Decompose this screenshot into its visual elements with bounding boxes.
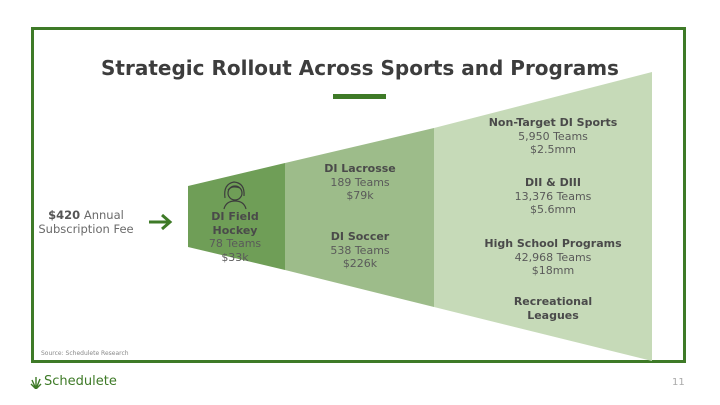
source-note: Source: Schedulete Research bbox=[41, 350, 129, 357]
segment-value: $18mm bbox=[531, 264, 575, 277]
segment-teams: 538 Teams bbox=[330, 243, 390, 257]
fee-amount: $420 bbox=[48, 208, 81, 222]
segment-high-school-programs: High School Programs 42,968 Teams $18mm bbox=[468, 237, 638, 278]
female-athlete-icon bbox=[223, 181, 247, 210]
title-underline bbox=[333, 94, 386, 99]
segment-name: DI Soccer bbox=[330, 230, 390, 243]
segment-teams: 189 Teams bbox=[330, 175, 390, 189]
segment-teams: 42,968 Teams bbox=[514, 250, 592, 264]
segment-di-field-hockey: DI Field Hockey 78 Teams $33k bbox=[188, 210, 282, 264]
funnel-segment-di-sports bbox=[285, 128, 434, 307]
segment-di-soccer: DI Soccer 538 Teams $226k bbox=[295, 230, 425, 271]
segment-name: Non-Target DI Sports bbox=[488, 116, 618, 129]
segment-value: $2.5mm bbox=[530, 143, 576, 156]
segment-dii-diii: DII & DIII 13,376 Teams $5.6mm bbox=[468, 176, 638, 217]
annual-fee-label: $420 Annual Subscription Fee bbox=[30, 208, 142, 236]
segment-name: DI Lacrosse bbox=[324, 162, 396, 175]
page-number: 11 bbox=[672, 377, 685, 388]
segment-name: DI Field Hockey bbox=[211, 210, 259, 237]
fee-annual: Annual bbox=[83, 208, 124, 222]
segment-value: $33k bbox=[221, 250, 249, 264]
segment-non-target-di-sports: Non-Target DI Sports 5,950 Teams $2.5mm bbox=[468, 116, 638, 157]
segment-di-lacrosse: DI Lacrosse 189 Teams $79k bbox=[295, 162, 425, 203]
segment-name: High School Programs bbox=[484, 237, 622, 250]
segment-value: $226k bbox=[342, 257, 378, 270]
segment-value: $79k bbox=[346, 189, 374, 202]
arrow-right-icon bbox=[149, 213, 173, 231]
segment-teams: 13,376 Teams bbox=[514, 189, 592, 203]
funnel-segment-field-hockey bbox=[188, 163, 285, 270]
segment-teams: 78 Teams bbox=[208, 237, 262, 250]
segment-teams: 5,950 Teams bbox=[518, 129, 588, 143]
fee-subscription: Subscription Fee bbox=[38, 222, 134, 236]
segment-recreational-leagues: Recreational Leagues bbox=[468, 295, 638, 322]
slide-title: Strategic Rollout Across Sports and Prog… bbox=[101, 56, 619, 80]
slide-frame bbox=[31, 27, 686, 363]
segment-name-line1: Recreational bbox=[513, 295, 593, 308]
segment-value: $5.6mm bbox=[530, 203, 576, 216]
brand-name: Schedulete bbox=[44, 374, 117, 389]
segment-name: DII & DIII bbox=[525, 176, 581, 189]
segment-name-line2: Leagues bbox=[527, 308, 579, 322]
grass-icon bbox=[30, 377, 42, 389]
funnel-segment-broad-market bbox=[434, 72, 652, 361]
